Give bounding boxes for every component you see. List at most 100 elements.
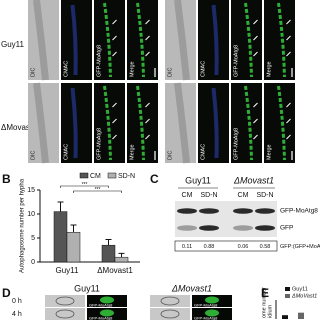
panel-label: B <box>2 172 11 186</box>
error-bar <box>118 252 125 258</box>
gfp-signal <box>136 85 145 161</box>
significance: *** <box>82 182 88 188</box>
legend-swatch <box>285 294 290 298</box>
ratio: 0.88 <box>204 244 215 250</box>
legend-swatch <box>107 172 117 179</box>
arrow <box>253 19 258 25</box>
lane-label: SD-N <box>256 192 273 199</box>
gfp-signal <box>103 85 112 161</box>
channel-label: Merge <box>129 144 135 160</box>
gfp-signal <box>136 2 145 78</box>
dic-image <box>150 308 190 320</box>
bar <box>282 315 288 319</box>
y-tick-label: 5 <box>31 235 35 242</box>
gfp-blob <box>205 296 219 304</box>
arrow <box>145 51 150 57</box>
significance-bracket <box>73 190 122 193</box>
band <box>199 225 219 231</box>
ratio: 0.11 <box>182 244 192 250</box>
channel-label: GFP-MoAtg8 <box>194 316 218 320</box>
ratio: 0.06 <box>238 244 249 250</box>
channel-label: GFP-MoAtg8 <box>96 45 102 77</box>
vacuole <box>70 4 78 76</box>
conidium <box>55 309 75 319</box>
strain-label: ΔMovast1 <box>233 175 274 185</box>
channel-label: CMAC <box>63 144 69 160</box>
channel-label: GFP-MoAtg8 <box>233 128 239 160</box>
arrow <box>112 51 117 57</box>
channel-label: GFP-MoAtg8 <box>233 45 239 77</box>
strain-label: Guy11 <box>185 175 211 185</box>
time-label: 0 h <box>12 298 22 305</box>
channel-label: DIC <box>167 68 173 78</box>
bar <box>101 244 116 263</box>
legend-swatch <box>285 287 290 291</box>
arrow <box>112 118 117 124</box>
channel-label: DIC <box>30 68 36 78</box>
channel-label: GFP-MoAtg8 <box>89 316 113 320</box>
channel-label: Merge <box>266 61 272 77</box>
hypha-outline <box>33 0 49 81</box>
arrow <box>112 35 117 41</box>
panel-label: C <box>150 172 159 186</box>
arrow <box>286 118 291 124</box>
strain-label: Guy11 <box>74 283 100 293</box>
band <box>177 225 197 231</box>
y-axis-label: Autophagosome number per hypha <box>20 178 26 273</box>
channel-label: CMAC <box>63 61 69 77</box>
arrow <box>253 118 258 124</box>
error-bar <box>57 201 64 212</box>
channel-label: CMAC <box>200 61 206 77</box>
micrograph <box>231 0 262 80</box>
panel-label: E <box>261 286 269 300</box>
blot <box>175 201 277 237</box>
dic-image <box>45 295 85 307</box>
vacuole <box>211 4 219 76</box>
gfp-signal <box>277 85 286 161</box>
hypha-outline <box>33 82 49 164</box>
legend-label: ΔMoVast1 <box>291 293 317 299</box>
arrow <box>253 134 258 140</box>
gfp-signal <box>103 2 112 78</box>
band <box>255 225 275 231</box>
arrow <box>112 102 117 108</box>
vacuole <box>211 87 219 159</box>
band <box>255 208 275 214</box>
y-axis-label: ome number <box>261 287 267 318</box>
arrow <box>253 51 258 57</box>
error-bar <box>70 224 77 233</box>
error-bar <box>105 238 112 246</box>
arrow <box>112 134 117 140</box>
arrow <box>145 118 150 124</box>
band <box>233 225 253 231</box>
channel-label: DIC <box>167 151 173 161</box>
hypha-outline <box>174 82 190 164</box>
conidium <box>160 296 180 306</box>
ratio-box <box>174 240 278 252</box>
arrow <box>145 102 150 108</box>
dic-image <box>150 295 190 307</box>
channel-label: DIC <box>30 151 36 161</box>
arrow <box>286 134 291 140</box>
time-label: 4 h <box>12 311 22 318</box>
arrow <box>145 19 150 25</box>
arrow <box>145 35 150 41</box>
channel-label: GFP-MoAtg8 <box>96 128 102 160</box>
channel-label: CMAC <box>200 144 206 160</box>
gfp-blob <box>100 309 114 317</box>
arrow <box>286 51 291 57</box>
arrow <box>253 102 258 108</box>
row-label: Guy11 <box>1 40 25 49</box>
hypha-outline <box>174 0 190 81</box>
arrow <box>286 102 291 108</box>
dic-image <box>45 308 85 320</box>
row-label: ΔMovast1 <box>1 123 37 132</box>
gfp-signal <box>277 2 286 78</box>
bar <box>66 231 81 263</box>
band <box>233 208 253 214</box>
x-tick-label: ΔMovast1 <box>97 266 133 275</box>
bar <box>53 211 68 263</box>
arrow <box>286 19 291 25</box>
y-tick-label: 15 <box>27 187 35 194</box>
